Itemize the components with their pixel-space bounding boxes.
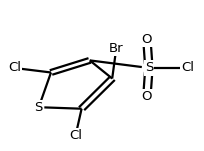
- Text: S: S: [145, 61, 153, 74]
- Text: O: O: [142, 33, 152, 46]
- Text: Cl: Cl: [8, 61, 21, 74]
- Text: S: S: [34, 101, 43, 114]
- Text: Cl: Cl: [181, 61, 194, 74]
- Text: Cl: Cl: [69, 129, 82, 142]
- Text: O: O: [142, 90, 152, 103]
- Text: Br: Br: [109, 42, 124, 55]
